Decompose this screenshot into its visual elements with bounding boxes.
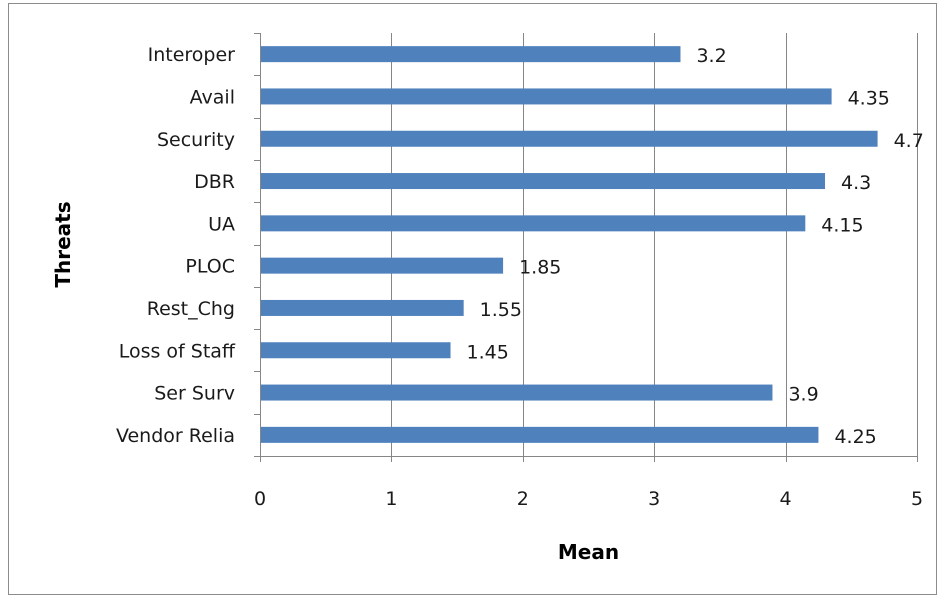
x-tick-label: 3 <box>648 488 660 510</box>
data-label: 1.55 <box>480 299 522 321</box>
data-label: 4.25 <box>834 426 876 448</box>
x-tick-label: 2 <box>517 488 529 510</box>
bar-vendor-relia <box>261 426 819 443</box>
category-label: Vendor Relia <box>116 425 235 447</box>
bar-ser-surv <box>261 384 773 401</box>
data-label: 1.45 <box>467 341 509 363</box>
bars <box>261 46 878 443</box>
category-label: UA <box>208 213 235 235</box>
data-label: 3.9 <box>788 384 818 406</box>
category-label: Avail <box>190 86 235 108</box>
x-tick-label: 0 <box>254 488 266 510</box>
category-label: PLOC <box>185 256 235 278</box>
category-label: Security <box>157 129 235 151</box>
bar-avail <box>261 88 832 105</box>
bar-dbr <box>261 173 826 190</box>
bar-security <box>261 130 878 147</box>
x-axis-title: Mean <box>558 540 619 564</box>
x-tick-label: 5 <box>911 488 923 510</box>
category-label: Loss of Staff <box>119 340 236 362</box>
axes <box>254 33 918 462</box>
data-label: 4.7 <box>894 130 924 152</box>
x-tick-label: 4 <box>780 488 792 510</box>
bar-interoper <box>261 46 681 63</box>
data-label: 4.3 <box>841 172 871 194</box>
data-label: 4.15 <box>821 214 863 236</box>
bar-ploc <box>261 257 504 274</box>
category-label: DBR <box>194 171 235 193</box>
y-axis-title: Threats <box>51 201 75 287</box>
data-label: 4.35 <box>848 87 890 109</box>
bar-ua <box>261 215 806 232</box>
category-label: Rest_Chg <box>147 298 235 320</box>
category-label: Interoper <box>148 44 236 66</box>
data-label: 1.85 <box>519 257 561 279</box>
x-tick-label: 1 <box>385 488 397 510</box>
bar-loss-of-staff <box>261 342 451 359</box>
labels: 0 1 2 3 4 5 Interoper 3.2 Avail 4.35 Security 4.7 DB… <box>116 44 924 510</box>
data-label: 3.2 <box>696 45 726 67</box>
category-label: Ser Surv <box>154 383 235 405</box>
bar-rest-chg <box>261 299 464 316</box>
